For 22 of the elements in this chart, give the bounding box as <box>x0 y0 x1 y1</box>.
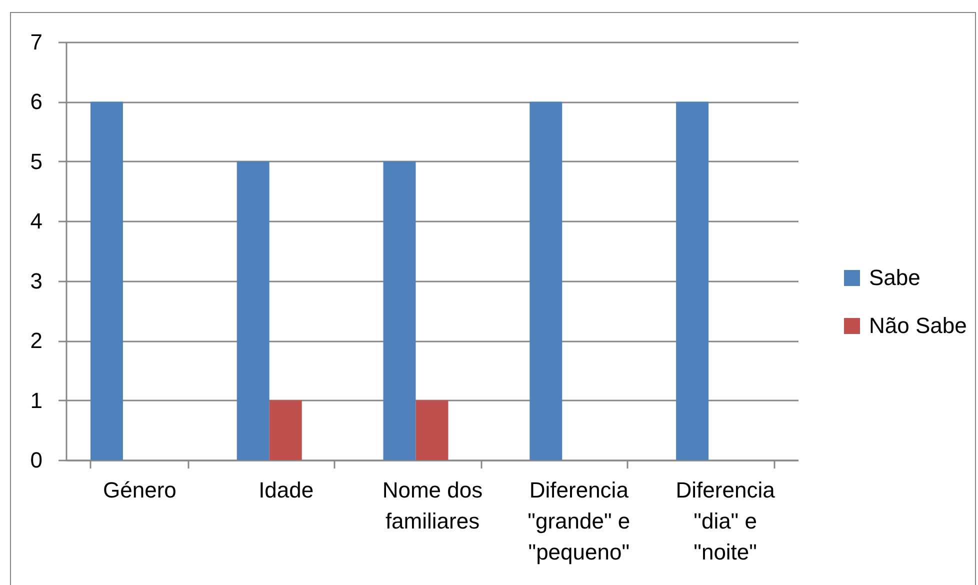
y-tick-label: 5 <box>30 148 42 174</box>
y-tick-label: 1 <box>30 388 42 413</box>
bar <box>236 161 270 460</box>
bar <box>416 400 448 460</box>
y-tick-label: 2 <box>30 328 42 354</box>
legend-label: Sabe <box>869 265 920 290</box>
x-tick-label: Idade <box>258 478 314 502</box>
legend-label: Não Sabe <box>869 313 967 338</box>
y-tick-label: 4 <box>30 208 42 234</box>
y-tick-label: 6 <box>30 89 42 114</box>
bar <box>530 102 562 460</box>
y-tick-label: 0 <box>30 448 42 472</box>
x-tick-label: Diferencia "dia" e "noite" <box>676 478 776 564</box>
x-tick-label: Género <box>103 478 176 502</box>
y-tick-label: 3 <box>30 268 42 294</box>
bar <box>383 161 416 460</box>
bar <box>90 102 123 460</box>
bar <box>269 400 302 460</box>
bar <box>676 102 709 460</box>
x-tick-label: Diferencia "grande" e "pequeno" <box>528 478 630 564</box>
x-tick-label: Nome dos familiares <box>382 478 483 534</box>
y-tick-label: 7 <box>30 30 42 54</box>
